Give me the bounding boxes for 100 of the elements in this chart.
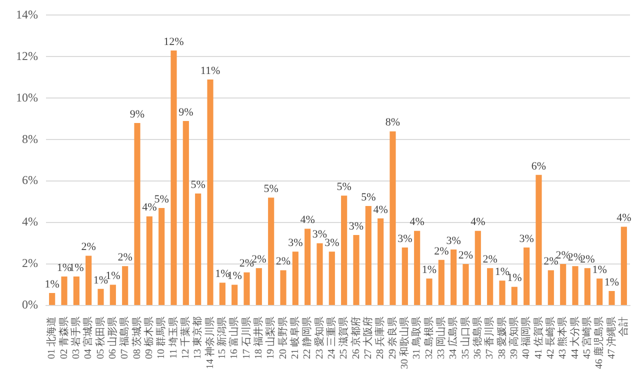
x-tick-label: 05 秋田県 — [94, 316, 106, 359]
bar — [402, 247, 408, 305]
data-label: 5% — [361, 191, 376, 204]
x-tick-label: 19 山梨県 — [264, 316, 277, 359]
x-tick-label: 31 鳥取県 — [410, 316, 423, 359]
bar — [86, 256, 92, 305]
data-label: 2% — [458, 249, 474, 262]
bar — [98, 288, 104, 305]
bar — [182, 120, 189, 305]
bar — [450, 250, 457, 305]
x-tick-label: 01 北海道 — [46, 316, 58, 359]
x-tick-label: 16 富山県 — [228, 316, 240, 359]
data-label: 3% — [288, 236, 303, 249]
y-tick-label: 4% — [22, 214, 38, 229]
x-tick-label: 46 鹿児島県 — [593, 316, 606, 369]
data-label: 2% — [239, 258, 254, 270]
x-tick-label: 23 愛知県 — [313, 316, 326, 359]
bar — [474, 230, 481, 305]
x-tick-label: 06 山形県 — [106, 316, 119, 359]
y-tick-label: 6% — [22, 173, 38, 188]
y-tick-label: 14% — [16, 7, 38, 22]
data-label: 1% — [69, 262, 84, 274]
data-label: 4% — [142, 202, 157, 214]
bar — [511, 286, 518, 305]
bar — [146, 216, 152, 305]
bar — [524, 247, 530, 305]
x-tick-label: 36 徳島県 — [472, 316, 484, 359]
x-tick-label: 39 高知県 — [508, 316, 520, 359]
data-label: 2% — [118, 251, 132, 264]
x-tick-label: 合計 — [618, 316, 630, 336]
data-label: 1% — [227, 270, 242, 282]
data-label: 3% — [312, 228, 328, 241]
x-tick-label: 32 島根県 — [422, 316, 435, 359]
x-tick-label: 20 長野県 — [278, 316, 289, 359]
x-tick-label: 30 和歌山県 — [398, 316, 411, 369]
x-tick-label: 29 奈良県 — [386, 316, 398, 359]
data-label: 1% — [604, 276, 620, 288]
y-tick-label: 0% — [22, 298, 38, 312]
data-label: 3% — [348, 220, 364, 232]
data-label: 1% — [507, 272, 522, 284]
x-tick-label: 22 静岡県 — [301, 316, 314, 359]
bar — [232, 284, 238, 305]
bar — [170, 50, 177, 305]
data-label: 8% — [385, 116, 400, 129]
bar — [390, 131, 396, 305]
x-tick-label: 10 群馬県 — [155, 316, 168, 359]
y-tick-label: 8% — [22, 132, 38, 146]
bar — [353, 235, 360, 305]
x-tick-label: 34 広島県 — [447, 316, 460, 359]
x-tick-label: 07 福島県 — [118, 316, 131, 359]
x-tick-label: 37 香川県 — [484, 316, 496, 359]
bar — [207, 79, 214, 305]
data-label: 12% — [164, 36, 184, 48]
data-label: 2% — [544, 256, 558, 268]
bar — [378, 218, 384, 305]
bar — [268, 198, 274, 305]
bar — [560, 264, 566, 305]
x-tick-label: 24 三重県 — [326, 316, 338, 359]
data-label: 5% — [190, 178, 206, 191]
bar — [280, 270, 286, 305]
data-label: 11% — [200, 64, 220, 77]
data-label: 5% — [264, 183, 278, 196]
y-tick-label: 12% — [16, 48, 38, 63]
x-tick-label: 45 宮崎県 — [581, 316, 594, 359]
bar — [341, 196, 348, 305]
bar — [426, 278, 432, 305]
bar — [572, 266, 578, 305]
data-label: 3% — [519, 232, 534, 245]
bar — [292, 252, 298, 305]
x-tick-label: 44 大分県 — [568, 316, 581, 359]
bar — [110, 284, 116, 305]
data-label: 1% — [422, 264, 437, 276]
data-label: 9% — [130, 108, 145, 120]
x-tick-label: 28 兵庫県 — [374, 316, 386, 359]
bar — [487, 268, 494, 305]
data-label: 2% — [276, 256, 291, 268]
bar — [316, 243, 323, 305]
data-label: 1% — [592, 264, 607, 276]
x-tick-label: 03 岩手県 — [70, 316, 82, 359]
x-tick-label: 04 宮城県 — [82, 316, 94, 359]
x-tick-label: 12 千葉県 — [180, 316, 192, 359]
x-tick-label: 43 熊本県 — [556, 316, 569, 359]
x-tick-label: 40 福岡県 — [520, 316, 532, 359]
data-label: 4% — [470, 216, 486, 228]
data-label: 3% — [446, 234, 461, 247]
bar — [134, 123, 140, 305]
bar — [158, 208, 165, 305]
y-tick-label: 2% — [22, 256, 38, 270]
y-tick-label: 10% — [16, 90, 38, 104]
x-tick-label: 21 岐阜県 — [289, 316, 302, 359]
data-label: 1% — [56, 262, 72, 274]
x-tick-label: 17 石川県 — [240, 316, 252, 359]
x-tick-label: 13 東京都 — [192, 316, 204, 359]
bar — [49, 293, 56, 305]
x-tick-label: 27 大阪府 — [362, 316, 374, 359]
x-tick-label: 11 埼玉県 — [167, 316, 180, 359]
bar — [304, 228, 311, 305]
data-label: 1% — [44, 278, 60, 290]
bar — [499, 280, 506, 305]
bar — [365, 206, 372, 305]
